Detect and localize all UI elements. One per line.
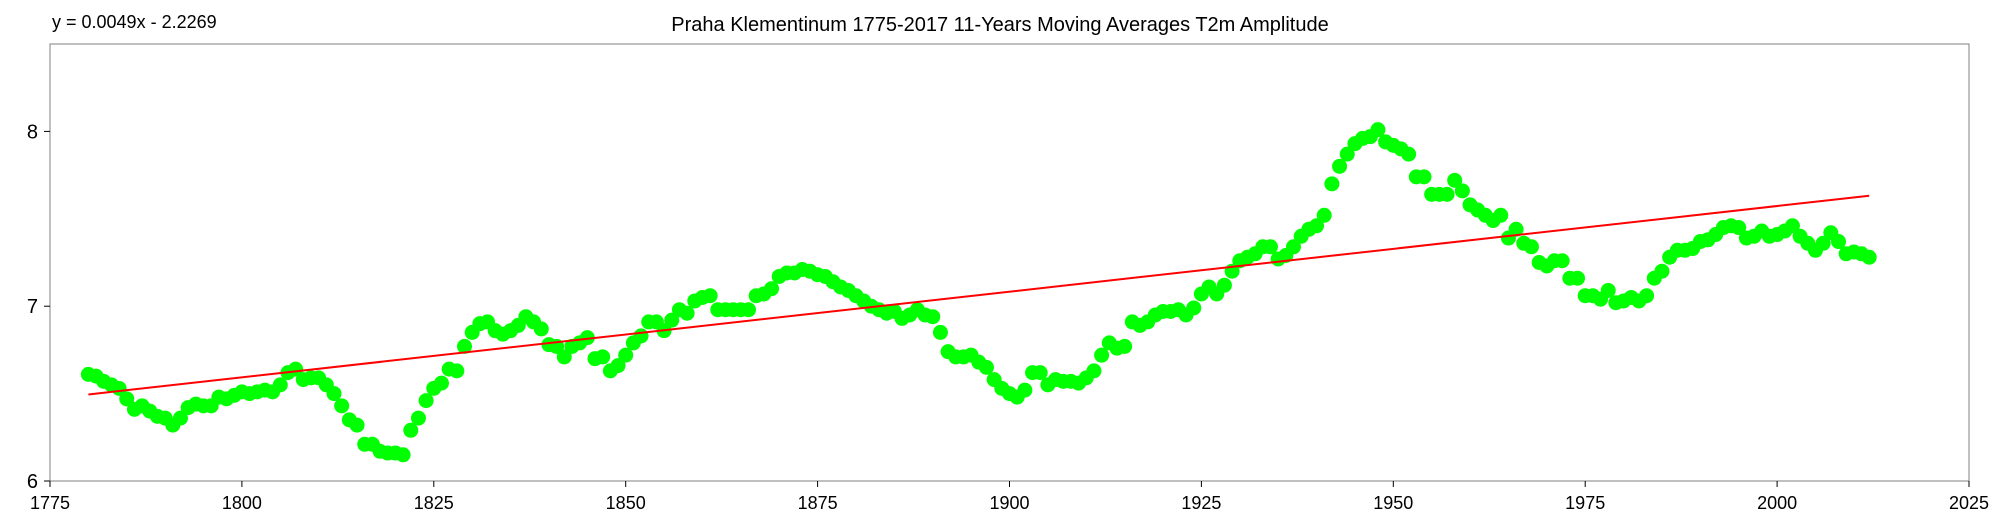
data-point: [449, 363, 465, 379]
data-point: [1508, 221, 1524, 237]
data-point: [1216, 277, 1232, 293]
data-point: [1017, 382, 1033, 398]
x-tick-label: 1950: [1373, 493, 1413, 513]
data-point: [633, 328, 649, 344]
data-point: [395, 447, 411, 463]
data-point: [334, 398, 350, 414]
x-tick-label: 1775: [30, 493, 70, 513]
data-point: [932, 324, 948, 340]
data-point: [457, 338, 473, 354]
data-point: [1600, 282, 1616, 298]
data-point: [410, 410, 426, 426]
data-point: [1032, 365, 1048, 381]
data-point: [418, 393, 434, 409]
data-point: [679, 305, 695, 321]
data-point: [764, 281, 780, 297]
data-point: [172, 410, 188, 426]
data-point: [403, 422, 419, 438]
data-point: [1639, 288, 1655, 304]
data-point: [1447, 172, 1463, 188]
x-tick-label: 1825: [414, 493, 454, 513]
x-tick-label: 1875: [798, 493, 838, 513]
data-point: [1831, 234, 1847, 250]
y-tick-label: 6: [27, 471, 38, 493]
trend-layer: [88, 194, 1870, 396]
x-tick-label: 1800: [222, 493, 262, 513]
x-tick-label: 1975: [1565, 493, 1605, 513]
data-point: [1454, 183, 1470, 199]
trendline-equation: y = 0.0049x - 2.2269: [52, 12, 217, 32]
data-point: [1401, 146, 1417, 162]
trend-line: [88, 194, 1870, 396]
data-point: [1086, 363, 1102, 379]
x-tick-label: 1850: [606, 493, 646, 513]
plot-area: [49, 43, 1970, 482]
data-point: [1815, 235, 1831, 251]
data-point: [1309, 218, 1325, 234]
x-tick-label: 2000: [1757, 493, 1797, 513]
data-point: [1861, 249, 1877, 265]
data-point: [1554, 253, 1570, 269]
y-tick-label: 8: [27, 121, 38, 143]
data-point: [326, 386, 342, 402]
x-tick-label: 1925: [1181, 493, 1221, 513]
data-point: [1332, 158, 1348, 174]
points-layer: [80, 122, 1877, 463]
x-tick-label: 2025: [1949, 493, 1989, 513]
data-point: [1523, 239, 1539, 255]
data-point: [1370, 122, 1386, 138]
data-point: [1731, 220, 1747, 236]
data-point: [272, 377, 288, 393]
data-point: [1117, 338, 1133, 354]
data-point: [1570, 270, 1586, 286]
data-point: [741, 302, 757, 318]
data-point: [595, 349, 611, 365]
data-point: [579, 330, 595, 346]
x-tick-label: 1900: [989, 493, 1029, 513]
data-point: [1339, 146, 1355, 162]
chart-title: Praha Klementinum 1775-2017 11-Years Mov…: [671, 14, 1329, 36]
data-point: [925, 309, 941, 325]
data-point: [556, 349, 572, 365]
data-point: [1784, 218, 1800, 234]
data-point: [1262, 239, 1278, 255]
data-point: [1654, 263, 1670, 279]
data-point: [119, 391, 135, 407]
data-point: [1094, 347, 1110, 363]
data-point: [1186, 300, 1202, 316]
ticks-layer: 1775 1800 1825 1850 1875 1900 1925 1950 1975 2000…: [27, 121, 1989, 513]
y-tick-label: 7: [27, 296, 38, 318]
data-point: [1439, 186, 1455, 202]
data-point: [349, 417, 365, 433]
data-point: [433, 375, 449, 391]
data-point: [664, 312, 680, 328]
data-point: [978, 359, 994, 375]
data-point: [702, 288, 718, 304]
data-point: [1493, 207, 1509, 223]
data-point: [1324, 176, 1340, 192]
data-point: [288, 361, 304, 377]
data-point: [1416, 169, 1432, 185]
data-point: [533, 321, 549, 337]
data-point: [1316, 207, 1332, 223]
data-point: [610, 358, 626, 374]
data-point: [618, 347, 634, 363]
data-point: [1286, 239, 1302, 255]
